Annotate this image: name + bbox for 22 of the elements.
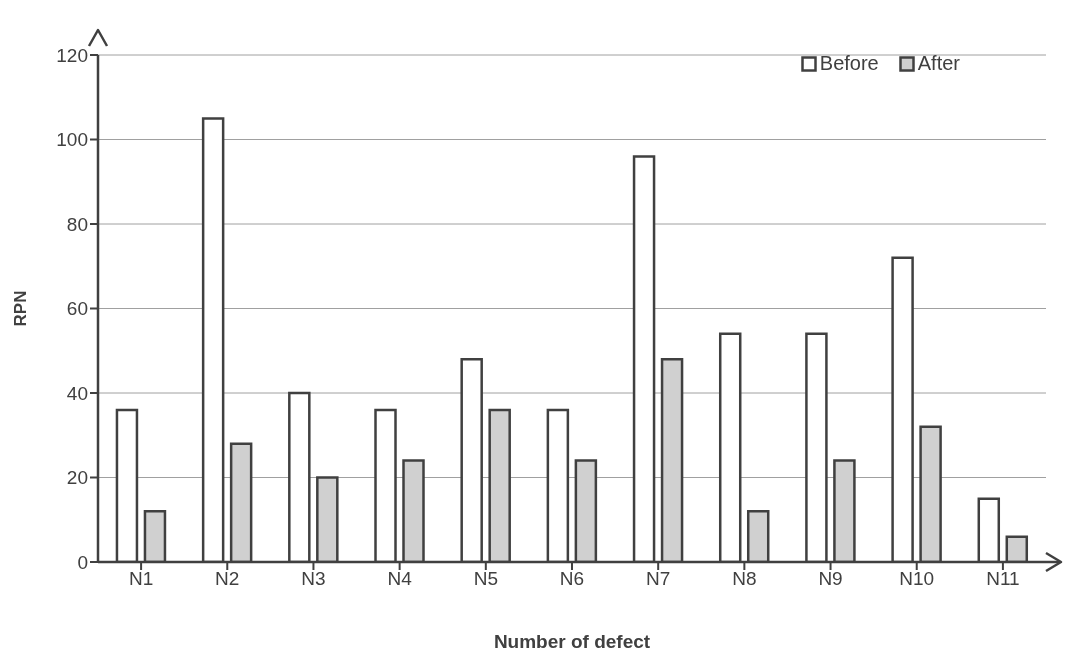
x-axis-title: Number of defect: [493, 631, 651, 652]
x-tick-label: N10: [899, 568, 935, 590]
y-tick-label: 40: [66, 382, 88, 404]
y-tick-label: 120: [56, 44, 88, 66]
x-tick-label: N9: [818, 568, 843, 590]
y-tick-label: 60: [66, 298, 88, 320]
x-tick-label: N4: [387, 568, 413, 590]
x-tick-label: N6: [559, 568, 585, 590]
legend-label: After: [916, 52, 960, 75]
y-tick-label: 100: [56, 129, 88, 151]
x-tick-label: N2: [215, 568, 240, 590]
y-tick-label: 80: [66, 213, 88, 235]
y-tick-label: 0: [77, 551, 88, 573]
x-tick-label: N5: [473, 568, 498, 590]
x-tick-label: N11: [986, 568, 1020, 590]
legend-label: Before: [818, 52, 879, 75]
x-tick-label: N8: [732, 568, 757, 590]
y-tick-label: 20: [66, 467, 88, 489]
x-tick-label: N3: [301, 568, 326, 590]
y-axis-title: RPN: [11, 290, 31, 327]
x-tick-label: N7: [646, 568, 671, 590]
x-tick-label: N1: [128, 568, 154, 590]
